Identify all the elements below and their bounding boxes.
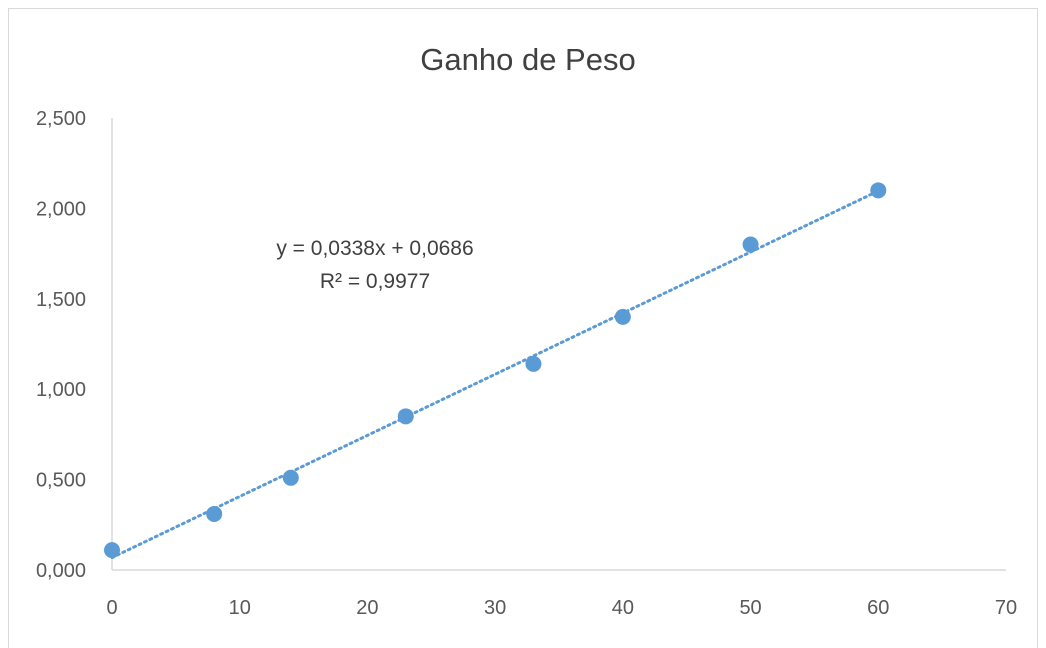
chart-title: Ganho de Peso bbox=[420, 42, 635, 77]
data-point bbox=[206, 505, 223, 522]
y-tick-label: 0,000 bbox=[36, 560, 86, 582]
x-tick-label: 10 bbox=[229, 597, 251, 619]
y-tick-label: 2,000 bbox=[36, 198, 86, 220]
y-tick-label: 1,500 bbox=[36, 289, 86, 311]
data-point bbox=[525, 355, 542, 372]
x-tick-label: 20 bbox=[356, 597, 378, 619]
data-points bbox=[104, 182, 887, 559]
scatter-chart: Ganho de Peso 0,000 0,500 1,000 1,500 2,000 2… bbox=[36, 42, 1017, 619]
x-axis-ticks: 0 10 20 30 40 50 60 70 bbox=[106, 597, 1017, 619]
x-tick-label: 60 bbox=[867, 597, 889, 619]
data-point bbox=[397, 408, 414, 425]
x-tick-label: 30 bbox=[484, 597, 506, 619]
y-tick-label: 1,000 bbox=[36, 379, 86, 401]
y-axis-ticks: 0,000 0,500 1,000 1,500 2,000 2,500 bbox=[36, 108, 86, 582]
trendline-r2: R² = 0,9977 bbox=[320, 270, 430, 293]
chart-frame bbox=[8, 8, 1038, 648]
data-point bbox=[614, 308, 631, 325]
x-tick-label: 70 bbox=[995, 597, 1017, 619]
data-point bbox=[282, 469, 299, 486]
x-tick-label: 50 bbox=[739, 597, 761, 619]
y-tick-label: 2,500 bbox=[36, 108, 86, 130]
trendline-equation: y = 0,0338x + 0,0686 bbox=[276, 237, 473, 260]
data-point bbox=[104, 542, 120, 559]
data-point bbox=[870, 182, 887, 199]
y-tick-label: 0,500 bbox=[36, 470, 86, 492]
data-point bbox=[742, 236, 759, 253]
trendline bbox=[110, 189, 880, 560]
x-tick-label: 40 bbox=[612, 597, 634, 619]
x-tick-label: 0 bbox=[106, 597, 117, 619]
